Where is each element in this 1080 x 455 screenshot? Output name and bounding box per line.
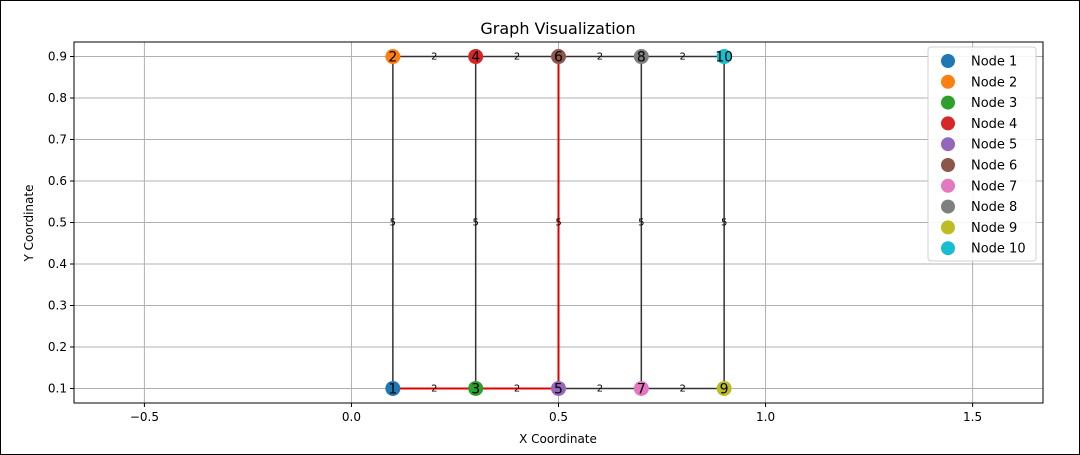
x-tick-label: 1.0 — [756, 410, 775, 424]
node-8-marker — [633, 49, 649, 65]
legend: Node 1 Node 2 Node 3 Node 4 Node 5 Node 6 Node… — [927, 46, 1037, 262]
legend-marker-6 — [941, 158, 955, 172]
node-10-label: 10 — [715, 50, 733, 66]
y-tick-label: 0.2 — [48, 340, 67, 354]
legend-box — [927, 46, 1037, 262]
y-tick-label: 0.3 — [48, 298, 67, 312]
node-4-label: 4 — [471, 50, 480, 66]
legend-marker-10 — [941, 241, 955, 256]
legend-marker-4 — [941, 116, 955, 131]
x-axis-label: X Coordinate — [519, 432, 597, 446]
legend-entry-5: Node 5 — [971, 138, 1017, 153]
edges — [392, 55, 725, 390]
legend-entry-8: Node 8 — [971, 200, 1017, 215]
legend-marker-2 — [941, 74, 955, 89]
node-10-marker — [716, 49, 732, 65]
edge-weight-label: 5 — [390, 218, 396, 229]
legend-marker-3 — [941, 95, 955, 110]
node-7-marker — [633, 380, 649, 396]
x-tick-label: 0.0 — [342, 410, 361, 424]
node-4-marker — [468, 49, 484, 65]
legend-marker-1 — [941, 54, 955, 68]
legend-marker-5 — [941, 137, 955, 152]
node-9-label: 9 — [720, 381, 729, 397]
node-5-label: 5 — [554, 381, 563, 397]
node-labels: 1 2 3 4 5 6 7 8 9 10 — [388, 50, 733, 398]
edge-weight-label: 5 — [555, 218, 561, 229]
legend-entry-6: Node 6 — [971, 159, 1017, 174]
node-6-label: 6 — [554, 50, 563, 66]
node-6-marker — [551, 49, 566, 65]
edge-weight-label: 5 — [472, 218, 478, 229]
y-tick-label: 0.4 — [48, 257, 67, 271]
y-tick-label: 0.9 — [48, 50, 67, 64]
edge-weight-label: 5 — [638, 218, 644, 229]
node-8-label: 8 — [637, 50, 646, 66]
nodes — [385, 49, 732, 396]
legend-entry-9: Node 9 — [971, 221, 1017, 236]
y-tick-label: 0.8 — [48, 91, 67, 105]
node-3-label: 3 — [471, 381, 480, 397]
y-tick-label: 0.1 — [48, 381, 67, 395]
y-tick-label: 0.7 — [48, 133, 67, 147]
y-tick-label: 0.6 — [48, 174, 67, 188]
edge-weight-label: 2 — [680, 52, 686, 63]
axis-ticks: −0.5 0.0 0.5 1.0 1.5 0.1 0.2 0.3 0.4 0.5 0.6 0.7 0.8… — [48, 50, 982, 424]
node-1-marker — [385, 380, 401, 396]
edge-weight-label: 2 — [680, 383, 686, 394]
node-5-marker — [551, 380, 566, 396]
edge-weight-label: 2 — [514, 383, 520, 394]
node-1-label: 1 — [388, 381, 397, 397]
node-2-marker — [385, 49, 401, 65]
edge-weight-label: 5 — [721, 218, 727, 229]
node-3-marker — [468, 380, 484, 396]
legend-marker-8 — [941, 199, 955, 214]
edge-labels: 5 5 5 5 5 2 2 2 2 2 2 2 2 — [390, 52, 728, 395]
node-7-label: 7 — [637, 381, 646, 397]
x-tick-label: 1.5 — [963, 410, 982, 424]
y-axis-label: Y Coordinate — [22, 185, 36, 263]
x-tick-label: −0.5 — [130, 410, 159, 424]
legend-entry-4: Node 4 — [971, 117, 1017, 132]
node-9-marker — [716, 380, 732, 396]
legend-entry-10: Node 10 — [971, 242, 1026, 257]
legend-marker-9 — [941, 220, 955, 235]
y-tick-label: 0.5 — [48, 216, 67, 230]
x-tick-label: 0.5 — [549, 410, 568, 424]
legend-entry-3: Node 3 — [971, 96, 1017, 111]
legend-marker-7 — [941, 178, 955, 193]
legend-entry-1: Node 1 — [971, 55, 1017, 70]
edge-weight-label: 2 — [597, 383, 603, 394]
legend-entry-2: Node 2 — [971, 75, 1017, 90]
edge-weight-label: 2 — [597, 52, 603, 63]
edge-weight-label: 2 — [431, 52, 437, 63]
node-2-label: 2 — [388, 50, 397, 66]
legend-entry-7: Node 7 — [971, 179, 1017, 194]
chart-title: Graph Visualization — [480, 19, 635, 38]
edge-weight-label: 2 — [431, 383, 437, 394]
edge-weight-label: 2 — [514, 52, 520, 63]
